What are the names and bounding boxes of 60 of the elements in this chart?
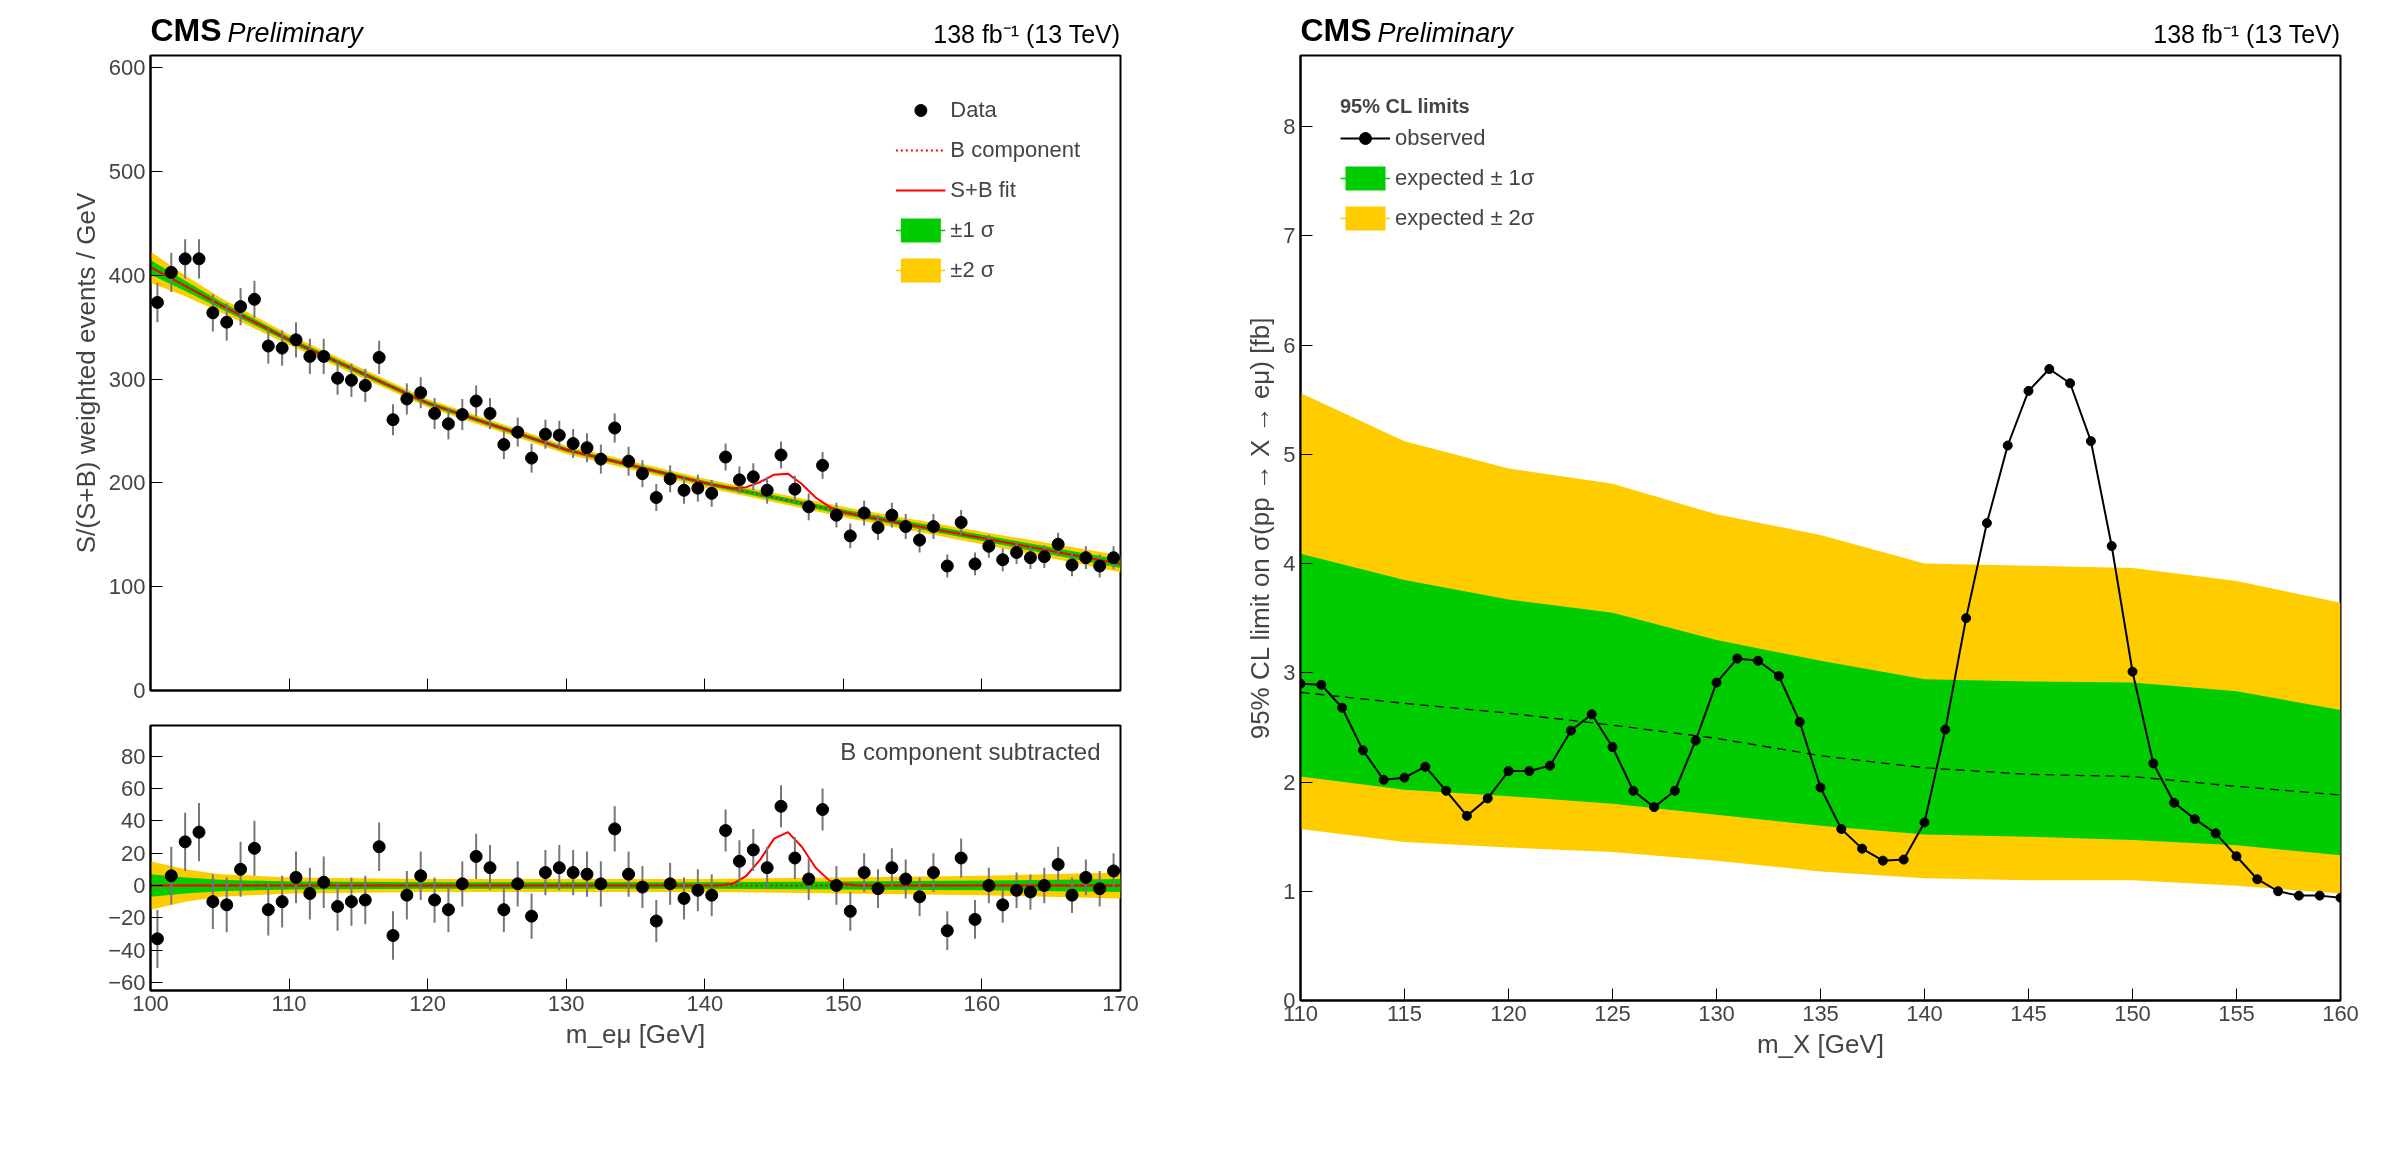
y-tick-label: 4: [1283, 551, 1296, 577]
x-tick-label: 135: [1802, 1000, 1839, 1026]
y-axis-title: S/(S+B) weighted events / GeV: [70, 192, 101, 554]
x-tick-label: 120: [409, 990, 447, 1016]
y-tick-label: 20: [121, 840, 146, 866]
y-tick-label: 40: [121, 808, 146, 834]
chart-subtitle: Preliminary: [227, 18, 365, 48]
x-tick-label: 125: [1594, 1000, 1631, 1026]
x-tick-label: 140: [1906, 1000, 1943, 1026]
x-tick-label: 160: [2322, 1000, 2359, 1026]
text: 138 fb⁻¹ (13 TeV): [933, 20, 1121, 48]
x-tick-label: 145: [2010, 1000, 2047, 1026]
y-tick-label: −40: [108, 937, 146, 963]
chart-title: CMS: [1300, 12, 1372, 48]
x-tick-label: 140: [686, 990, 724, 1016]
x-tick-label: 155: [2218, 1000, 2255, 1026]
y-tick-label: 0: [133, 678, 146, 703]
text: 138 fb⁻¹ (13 TeV): [2153, 20, 2341, 48]
x-tick-label: 110: [271, 990, 307, 1016]
x-tick-label: 150: [825, 990, 862, 1016]
x-tick-label: 130: [1698, 1000, 1735, 1026]
x-tick-label: 150: [2114, 1000, 2151, 1026]
y-tick-label: 5: [1283, 441, 1296, 467]
x-tick-label: 130: [547, 990, 585, 1016]
y-tick-label: 3: [1283, 660, 1296, 686]
legend-label: expected ± 1σ: [1395, 165, 1535, 191]
y-tick-label: 0: [133, 872, 146, 898]
x-tick-label: 115: [1386, 1000, 1423, 1026]
legend-label: observed: [1395, 125, 1486, 151]
legend-label: expected ± 2σ: [1395, 205, 1535, 231]
y-tick-label: 300: [108, 366, 146, 392]
legend-label: ±2 σ: [950, 257, 995, 283]
y-tick-label: 7: [1283, 223, 1296, 249]
y-tick-label: 80: [121, 743, 146, 769]
legend-title: 95% CL limits: [1340, 95, 1471, 118]
x-tick-label: 170: [1102, 990, 1139, 1016]
x-tick-label: 120: [1490, 1000, 1527, 1026]
y-tick-label: 400: [108, 262, 146, 288]
chart-subtitle: Preliminary: [1377, 18, 1515, 48]
y-tick-label: −60: [108, 969, 146, 995]
y-tick-label: 1: [1283, 878, 1296, 904]
y-tick-label: 100: [108, 574, 146, 600]
y-tick-label: 500: [108, 159, 146, 185]
x-axis-title: m_X [GeV]: [1756, 1028, 1885, 1059]
annotation: B component subtracted: [840, 737, 1101, 765]
legend-label: S+B fit: [950, 177, 1016, 203]
y-tick-label: 60: [121, 776, 146, 802]
y-tick-label: −20: [108, 905, 146, 931]
y-tick-label: 8: [1283, 114, 1296, 140]
chart-title: CMS: [150, 12, 222, 48]
y-tick-label: 2: [1283, 769, 1296, 795]
legend-label: ±1 σ: [950, 217, 995, 243]
y-tick-label: 200: [108, 470, 146, 496]
legend-label: B component: [950, 137, 1080, 163]
x-axis-title: m_eμ [GeV]: [565, 1018, 706, 1049]
legend-label: Data: [950, 97, 997, 123]
y-tick-label: 6: [1283, 332, 1296, 358]
y-tick-label: 600: [108, 55, 146, 81]
x-tick-label: 160: [963, 990, 1001, 1016]
y-axis-title: 95% CL limit on σ(pp → X → eμ) [fb]: [1245, 317, 1276, 740]
